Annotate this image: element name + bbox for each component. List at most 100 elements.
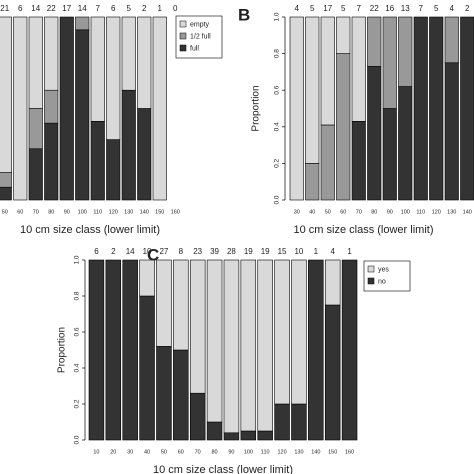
bar-segment — [75, 29, 90, 201]
count-label: 10 — [294, 247, 303, 256]
count-label: 14 — [78, 4, 87, 13]
bar-segment — [341, 259, 358, 441]
count-label: 4 — [450, 4, 455, 13]
count-label: 7 — [357, 4, 362, 13]
x-tick-label: 100 — [78, 209, 87, 215]
bar-segment — [223, 432, 240, 441]
x-tick-label: 100 — [244, 449, 253, 455]
count-label: 1 — [158, 4, 163, 13]
bar-segment — [324, 259, 341, 306]
count-label: 23 — [193, 247, 202, 256]
bar-segment — [351, 121, 366, 201]
bar-segment — [44, 122, 59, 201]
count-label: 1 — [314, 247, 319, 256]
count-label: 7 — [419, 4, 424, 13]
y-tick-label: 0.8 — [74, 291, 81, 300]
count-label: 28 — [227, 247, 236, 256]
x-tick-label: 50 — [2, 209, 8, 215]
x-tick-label: 90 — [64, 209, 70, 215]
x-tick-label: 60 — [17, 209, 23, 215]
bar-segment — [206, 421, 223, 441]
bar-segment — [305, 16, 320, 164]
bar-segment — [90, 121, 105, 201]
y-tick-label: 1.0 — [74, 255, 81, 264]
y-tick-label: 0.2 — [274, 159, 281, 168]
y-tick-label: 0.0 — [74, 435, 81, 444]
x-tick-label: 110 — [93, 209, 102, 215]
y-tick-label: 0.6 — [274, 85, 281, 94]
count-label: 2 — [142, 4, 147, 13]
bar-segment — [137, 108, 152, 201]
bar-segment — [28, 148, 43, 201]
bar-segment — [398, 86, 413, 201]
bar-segment — [44, 89, 59, 124]
x-tick-label: 40 — [309, 209, 315, 215]
bar-segment — [105, 259, 122, 441]
x-tick-label: 10 — [93, 449, 99, 455]
bar-segment — [305, 163, 320, 201]
y-tick-label: 0.4 — [274, 122, 281, 131]
bar-segment — [189, 259, 206, 394]
y-tick-label: 0.2 — [74, 399, 81, 408]
bar-segment — [320, 124, 335, 201]
bar-segment — [240, 259, 257, 432]
bar-segment — [13, 16, 28, 201]
bar-segment — [223, 259, 240, 434]
count-label: 17 — [323, 4, 332, 13]
count-label: 6 — [111, 4, 116, 13]
x-tick-label: 140 — [311, 449, 320, 455]
bar-segment — [257, 430, 273, 441]
count-label: 5 — [127, 4, 132, 13]
x-tick-label: 50 — [161, 449, 167, 455]
x-axis-title: 10 cm size class (lower limit) — [20, 224, 160, 236]
bar-segment — [75, 16, 90, 31]
x-tick-label: 140 — [463, 209, 472, 215]
bar-segment — [152, 16, 167, 201]
count-label: 27 — [159, 247, 168, 256]
legend-label: empty — [190, 21, 210, 28]
bar-segment — [336, 53, 351, 201]
bar-segment — [59, 16, 74, 201]
y-tick-label: 1.0 — [274, 12, 281, 21]
bar-segment — [44, 16, 59, 91]
bar-segment — [289, 16, 304, 201]
x-tick-label: 20 — [110, 449, 116, 455]
bar-segment — [0, 172, 12, 188]
y-tick-label: 0.0 — [274, 195, 281, 204]
bar-segment — [398, 16, 413, 87]
count-label: 22 — [47, 4, 56, 13]
count-label: 4 — [330, 247, 335, 256]
x-tick-label: 70 — [33, 209, 39, 215]
count-label: 0 — [173, 4, 178, 13]
bar-segment — [0, 186, 12, 201]
bar-segment — [291, 259, 307, 405]
bar-segment — [382, 16, 397, 109]
x-tick-label: 60 — [178, 449, 184, 455]
bar-segment — [173, 259, 189, 351]
count-label: 14 — [31, 4, 40, 13]
bar-segment — [28, 108, 43, 150]
bar-segment — [240, 430, 257, 441]
x-tick-label: 150 — [155, 209, 164, 215]
x-tick-label: 70 — [195, 449, 201, 455]
bar-segment — [90, 16, 105, 122]
bar-segment — [444, 16, 459, 64]
count-label: 5 — [310, 4, 315, 13]
legend-label: no — [378, 278, 386, 285]
bar-segment — [0, 16, 12, 173]
count-label: 5 — [341, 4, 346, 13]
x-tick-label: 150 — [328, 449, 337, 455]
count-label: 19 — [244, 247, 253, 256]
x-tick-label: 120 — [432, 209, 441, 215]
bar-segment — [106, 16, 121, 140]
x-tick-label: 100 — [401, 209, 410, 215]
count-label: 2 — [465, 4, 470, 13]
count-label: 1 — [347, 247, 352, 256]
legend-label: full — [190, 45, 199, 52]
count-label: 39 — [210, 247, 219, 256]
x-tick-label: 90 — [387, 209, 393, 215]
x-tick-label: 30 — [294, 209, 300, 215]
legend-swatch — [179, 44, 187, 52]
count-label: 14 — [126, 247, 135, 256]
